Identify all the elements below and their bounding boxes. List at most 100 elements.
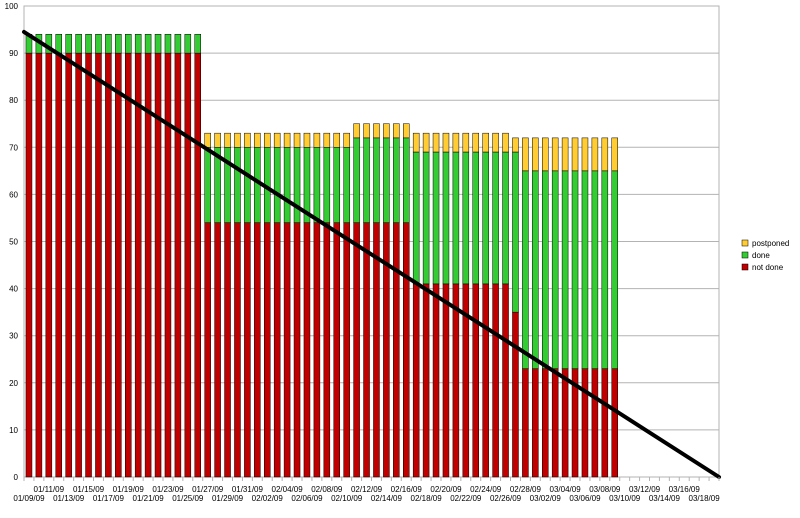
bar-segment-not-done — [432, 283, 440, 478]
bar-segment-postponed — [542, 137, 549, 172]
bar-segment-done — [502, 151, 509, 285]
bar-segment-done — [333, 147, 340, 223]
legend-label: postponed — [752, 239, 789, 248]
bars — [25, 34, 618, 478]
bar-segment-postponed — [522, 137, 529, 172]
y-tick-label: 50 — [9, 238, 18, 247]
bar-segment-not-done — [561, 368, 569, 478]
bar-segment-done — [472, 151, 479, 285]
bar-segment-postponed — [204, 132, 211, 148]
bar-segment-done — [134, 34, 142, 54]
bar-segment-not-done — [303, 222, 311, 478]
bar-segment-postponed — [581, 137, 589, 172]
bar-segment-not-done — [25, 52, 33, 478]
bar-segment-not-done — [45, 52, 53, 478]
legend-swatch-not-done — [741, 263, 749, 271]
bar-segment-done — [244, 147, 251, 223]
y-tick-label: 40 — [9, 285, 18, 294]
bar-segment-postponed — [264, 132, 271, 148]
bar-segment-done — [492, 151, 499, 285]
bar-segment-postponed — [601, 137, 609, 172]
y-tick-label: 70 — [9, 143, 18, 152]
x-tick-label: 01/21/09 — [133, 494, 165, 503]
x-tick-label: 02/04/09 — [272, 485, 304, 494]
x-tick-label: 03/08/09 — [589, 485, 621, 494]
y-tick-label: 30 — [9, 332, 18, 341]
bar-segment-done — [611, 170, 618, 369]
bar-segment-done — [95, 34, 102, 54]
bar-segment-postponed — [323, 132, 331, 148]
x-tick-label: 03/18/09 — [689, 494, 721, 503]
bar-segment-done — [403, 137, 410, 223]
bar-segment-postponed — [373, 123, 380, 139]
bar-segment-postponed — [224, 132, 231, 148]
bar-segment-not-done — [234, 222, 241, 478]
bar-segment-not-done — [393, 222, 400, 478]
bar-segment-done — [442, 151, 450, 285]
bar-segment-done — [383, 137, 390, 223]
bar-segment-done — [184, 34, 192, 54]
x-tick-label: 02/24/09 — [470, 485, 502, 494]
bar-segment-not-done — [115, 52, 122, 478]
bar-segment-postponed — [462, 132, 470, 153]
bar-segment-postponed — [244, 132, 251, 148]
bar-segment-not-done — [551, 368, 559, 478]
bar-segment-done — [194, 34, 201, 54]
bar-segment-not-done — [264, 222, 271, 478]
bar-segment-done — [601, 170, 609, 369]
bar-segment-postponed — [283, 132, 291, 148]
bar-segment-postponed — [571, 137, 579, 172]
bar-segment-done — [125, 34, 132, 54]
x-tick-label: 01/09/09 — [13, 494, 45, 503]
legend: postponed done not done — [741, 239, 789, 272]
bar-segment-postponed — [532, 137, 539, 172]
ideal-burndown-line — [22, 29, 721, 479]
x-tick-label: 02/20/09 — [430, 485, 462, 494]
legend-label: done — [752, 251, 770, 260]
bar-segment-not-done — [363, 222, 370, 478]
bar-segment-done — [283, 147, 291, 223]
bar-segment-done — [105, 34, 112, 54]
bar-segment-not-done — [105, 52, 112, 478]
bar-segment-not-done — [273, 222, 281, 478]
bar-segment-done — [234, 147, 241, 223]
y-tick-label: 10 — [9, 426, 18, 435]
x-tick-label: 02/12/09 — [351, 485, 383, 494]
bar-segment-done — [522, 170, 529, 369]
bar-segment-postponed — [383, 123, 390, 139]
bar-segment-done — [363, 137, 370, 223]
y-tick-label: 80 — [9, 96, 18, 105]
bar-segment-not-done — [403, 222, 410, 478]
y-tick-label: 90 — [9, 49, 18, 58]
x-tick-label: 01/13/09 — [53, 494, 85, 503]
y-tick-label: 60 — [9, 190, 18, 199]
bar-segment-not-done — [65, 52, 72, 478]
x-tick-label: 01/15/09 — [73, 485, 105, 494]
bar-segment-not-done — [214, 222, 221, 478]
bar-segment-postponed — [393, 123, 400, 139]
x-tick-label: 02/10/09 — [331, 494, 363, 503]
bar-segment-not-done — [581, 368, 589, 478]
x-tick-label: 02/06/09 — [291, 494, 323, 503]
bar-segment-not-done — [323, 222, 331, 478]
bar-segment-not-done — [601, 368, 609, 478]
bar-segment-done — [412, 151, 420, 285]
x-tick-label: 02/18/09 — [411, 494, 443, 503]
bar-segment-postponed — [452, 132, 460, 153]
bar-segment-done — [393, 137, 400, 223]
bar-segment-not-done — [502, 283, 509, 478]
x-tick-label: 01/19/09 — [113, 485, 145, 494]
bar-segment-done — [353, 137, 360, 223]
bar-segment-not-done — [254, 222, 261, 478]
bar-segment-not-done — [283, 222, 291, 478]
bar-segment-done — [561, 170, 569, 369]
bar-segment-done — [551, 170, 559, 369]
bar-segment-not-done — [492, 283, 499, 478]
bar-segment-done — [174, 34, 182, 54]
bar-segment-done — [65, 34, 72, 54]
bar-segment-postponed — [333, 132, 340, 148]
bar-segment-postponed — [273, 132, 281, 148]
bar-segment-not-done — [522, 368, 529, 478]
